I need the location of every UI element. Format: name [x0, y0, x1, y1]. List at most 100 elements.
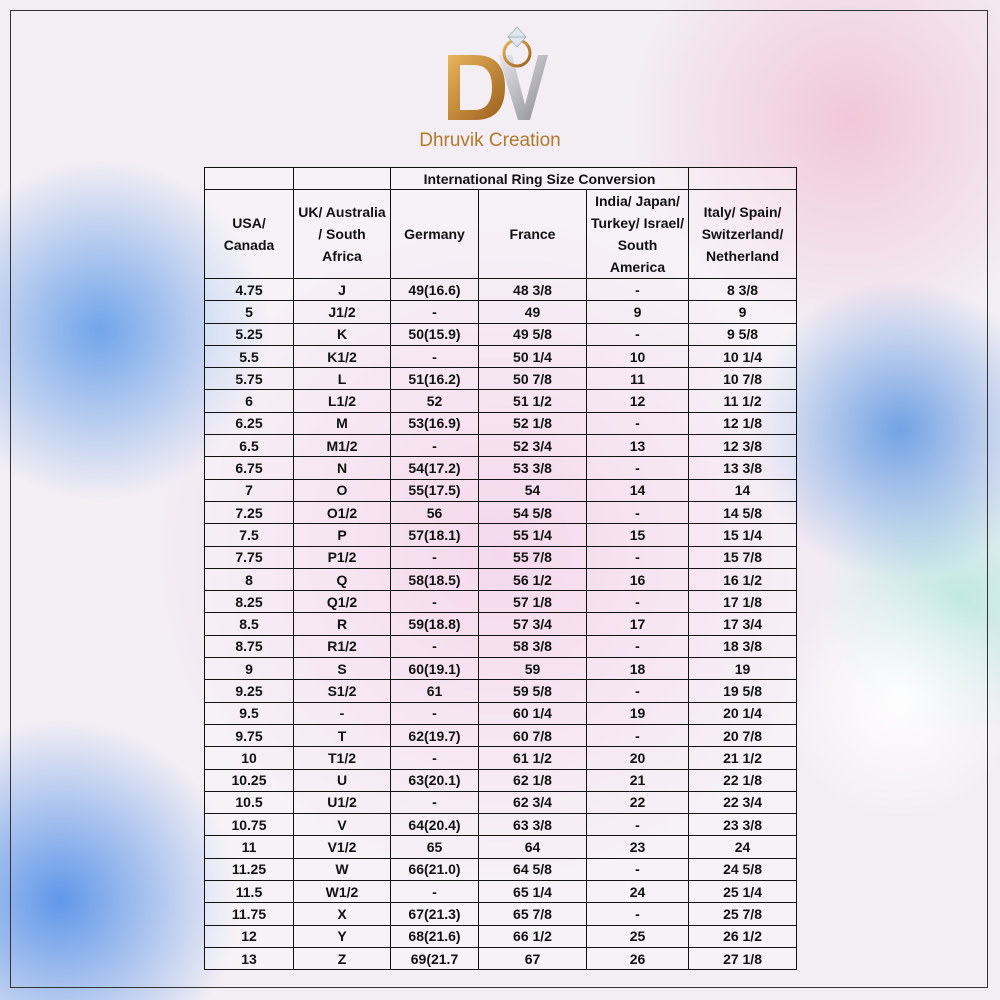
cell: U1/2: [293, 790, 391, 815]
cell: 61: [390, 679, 479, 703]
header-cell: France: [478, 189, 587, 279]
data-row: 13 Z 69(21.7 67 26 27 1/8: [204, 946, 798, 971]
cell: 67: [478, 946, 587, 971]
data-row: 10.25 U 63(20.1) 62 1/8 21 22 1/8: [204, 768, 798, 792]
cell: -: [585, 634, 690, 659]
cell: V1/2: [293, 835, 391, 859]
cell: 10.25: [204, 768, 294, 792]
header-cell: India/ Japan/ Turkey/ Israel/ South Amer…: [585, 189, 690, 279]
cell: -: [390, 880, 479, 904]
cell: V: [293, 813, 391, 837]
cell: 11.25: [204, 857, 294, 882]
cell: 62(19.7): [390, 723, 479, 748]
cell: 5.5: [204, 344, 294, 369]
cell: 22 3/4: [688, 790, 798, 815]
cell: M1/2: [293, 434, 391, 458]
data-row: 7.75 P1/2-55 7/8-15 7/8: [204, 545, 798, 569]
cell: -: [390, 701, 479, 725]
cell: 52 1/8: [478, 411, 587, 436]
data-row: 7.25 O1/2 56 54 5/8-14 5/8: [204, 500, 798, 525]
cell: S1/2: [293, 679, 391, 703]
cell: 56 1/2: [478, 567, 587, 592]
cell: 57 1/8: [478, 590, 587, 614]
cell: -: [390, 790, 479, 815]
cell: 64 5/8: [478, 857, 587, 882]
cell: 64: [478, 835, 587, 859]
cell: 52 3/4: [478, 434, 587, 458]
cell: 61 1/2: [478, 746, 587, 770]
cell: 8 3/8: [688, 277, 798, 302]
cell: 24 5/8: [688, 857, 798, 882]
data-row: 6.25 M 53(16.9) 52 1/8-12 1/8: [204, 411, 798, 436]
cell: -: [390, 590, 479, 614]
cell: -: [390, 434, 479, 458]
data-row: 11.25 W 66(21.0) 64 5/8-24 5/8: [204, 857, 798, 882]
cell: 17: [585, 612, 690, 636]
cell: 53(16.9): [390, 411, 479, 436]
cell: 15 1/4: [688, 523, 798, 547]
cell: 69(21.7: [390, 946, 479, 971]
empty-cell: [293, 167, 391, 190]
cell: 7: [204, 478, 294, 502]
cell: T1/2: [293, 746, 391, 770]
cell: 48 3/8: [478, 277, 587, 302]
cell: 5.75: [204, 367, 294, 391]
cell: -: [585, 456, 690, 480]
cell: L: [293, 367, 391, 391]
empty-cell: [204, 167, 294, 190]
cell: 5: [204, 300, 294, 324]
cell: -: [585, 857, 690, 882]
data-row: 5.25 K 50(15.9) 49 5/8-9 5/8: [204, 322, 798, 346]
cell: 10 1/4: [688, 344, 798, 369]
cell: 66(21.0): [390, 857, 479, 882]
cell: 13 3/8: [688, 456, 798, 480]
cell: 19: [585, 701, 690, 725]
cell: -: [390, 344, 479, 369]
data-row: 10.75 V 64(20.4) 63 3/8-23 3/8: [204, 813, 798, 837]
cell: -: [585, 545, 690, 569]
cell: 9.25: [204, 679, 294, 703]
data-row: 8.5 R 59(18.8) 57 3/4 17 17 3/4: [204, 612, 798, 636]
logo: [448, 26, 548, 120]
cell: 6.5: [204, 434, 294, 458]
logo-v: [498, 55, 548, 120]
cell: 20 1/4: [688, 701, 798, 725]
cell: 10.5: [204, 790, 294, 815]
cell: -: [585, 277, 690, 302]
cell: R1/2: [293, 634, 391, 659]
cell: 19 5/8: [688, 679, 798, 703]
data-row: 10 T1/2-61 1/2 20 21 1/2: [204, 746, 798, 770]
cell: 19: [688, 657, 798, 681]
cell: 10.75: [204, 813, 294, 837]
cell: 8: [204, 567, 294, 592]
cell: 57 3/4: [478, 612, 587, 636]
cell: 10: [585, 344, 690, 369]
cell: 54: [478, 478, 587, 502]
cell: 50 1/4: [478, 344, 587, 369]
cell: 13: [585, 434, 690, 458]
cell: 10: [204, 746, 294, 770]
cell: 54(17.2): [390, 456, 479, 480]
cell: 25: [585, 924, 690, 948]
cell: 21 1/2: [688, 746, 798, 770]
data-row: 9.25 S1/2 61 59 5/8-19 5/8: [204, 679, 798, 703]
data-row: 8.75 R1/2-58 3/8-18 3/8: [204, 634, 798, 659]
cell: J1/2: [293, 300, 391, 324]
data-row: 11 V1/2 65 64 23 24: [204, 835, 798, 859]
cell: 23 3/8: [688, 813, 798, 837]
cell: 63(20.1): [390, 768, 479, 792]
cell: L1/2: [293, 389, 391, 413]
cell: 62 3/4: [478, 790, 587, 815]
data-row: 9.75 T 62(19.7) 60 7/8-20 7/8: [204, 723, 798, 748]
cell: 12: [585, 389, 690, 413]
cell: 18 3/8: [688, 634, 798, 659]
cell: 6.75: [204, 456, 294, 480]
header-cell: USA/ Canada: [204, 189, 294, 279]
cell: 9.5: [204, 701, 294, 725]
cell: 65 1/4: [478, 880, 587, 904]
cell: 4.75: [204, 277, 294, 302]
cell: 59 5/8: [478, 679, 587, 703]
logo-d: [448, 55, 505, 120]
cell: 25 7/8: [688, 902, 798, 926]
